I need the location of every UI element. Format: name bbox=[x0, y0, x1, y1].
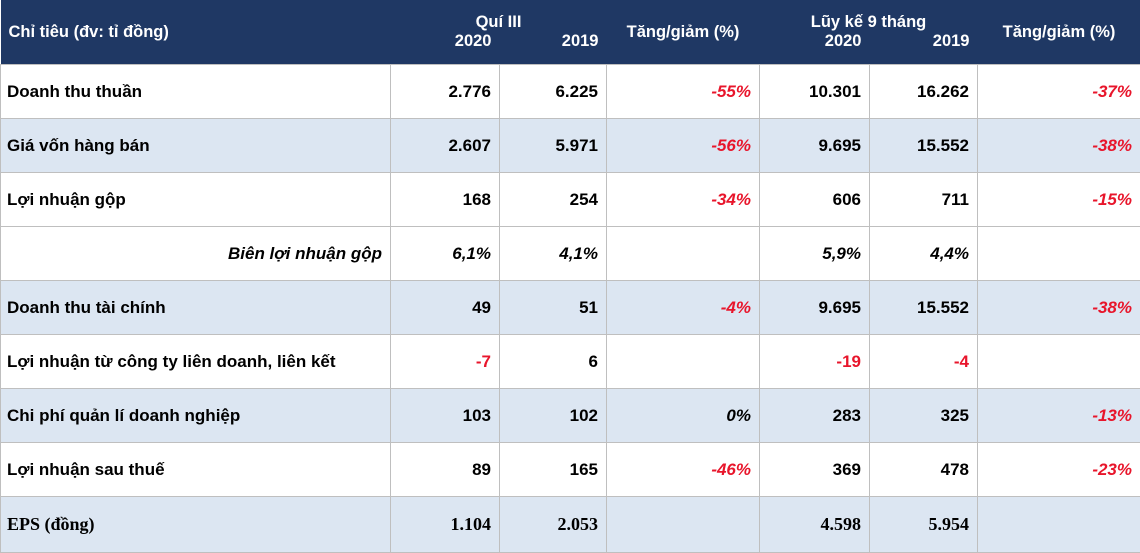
cell-ytd-2019: 478 bbox=[869, 442, 978, 497]
cell-ytd-change: -13% bbox=[977, 388, 1140, 443]
header-q3: Quí III bbox=[390, 0, 607, 31]
table-row: EPS (đồng) 1.104 2.053 4.598 5.954 bbox=[0, 496, 1140, 553]
cell-ytd-change: -15% bbox=[977, 172, 1140, 227]
table-row: Doanh thu thuần 2.776 6.225 -55% 10.301 … bbox=[0, 64, 1140, 119]
cell-q3-2019: 4,1% bbox=[499, 226, 607, 281]
cell-q3-change: -4% bbox=[606, 280, 760, 335]
header-indicator: Chỉ tiêu (đv: tỉ đồng) bbox=[0, 0, 391, 65]
cell-q3-2019: 165 bbox=[499, 442, 607, 497]
row-label: Doanh thu thuần bbox=[0, 64, 391, 119]
row-label: Lợi nhuận từ công ty liên doanh, liên kế… bbox=[0, 334, 391, 389]
cell-ytd-change: -23% bbox=[977, 442, 1140, 497]
cell-q3-change bbox=[606, 496, 760, 553]
cell-ytd-change bbox=[977, 334, 1140, 389]
cell-ytd-2020: 10.301 bbox=[759, 64, 870, 119]
cell-q3-2020: 49 bbox=[390, 280, 500, 335]
cell-ytd-2020: 9.695 bbox=[759, 280, 870, 335]
row-label: Lợi nhuận sau thuế bbox=[0, 442, 391, 497]
row-label: Doanh thu tài chính bbox=[0, 280, 391, 335]
cell-q3-2019: 51 bbox=[499, 280, 607, 335]
cell-ytd-2019: -4 bbox=[869, 334, 978, 389]
header-ytd-2019: 2019 bbox=[869, 31, 978, 65]
cell-q3-change bbox=[606, 334, 760, 389]
cell-ytd-change: -38% bbox=[977, 280, 1140, 335]
header-q3-change: Tăng/giảm (%) bbox=[606, 0, 760, 65]
cell-ytd-2019: 5.954 bbox=[869, 496, 978, 553]
cell-q3-2020: 89 bbox=[390, 442, 500, 497]
cell-ytd-2019: 16.262 bbox=[869, 64, 978, 119]
row-label: Chi phí quản lí doanh nghiệp bbox=[0, 388, 391, 443]
cell-ytd-2019: 4,4% bbox=[869, 226, 978, 281]
cell-q3-2020: -7 bbox=[390, 334, 500, 389]
cell-q3-2019: 6 bbox=[499, 334, 607, 389]
header-ytd-2020: 2020 bbox=[759, 31, 870, 65]
cell-q3-2020: 2.776 bbox=[390, 64, 500, 119]
cell-ytd-2020: 283 bbox=[759, 388, 870, 443]
row-label: Biên lợi nhuận gộp bbox=[0, 226, 391, 281]
row-label: EPS (đồng) bbox=[0, 496, 391, 553]
header-q3-2019: 2019 bbox=[499, 31, 607, 65]
cell-q3-change bbox=[606, 226, 760, 281]
header-ytd: Lũy kế 9 tháng bbox=[759, 0, 978, 31]
cell-ytd-2020: 4.598 bbox=[759, 496, 870, 553]
cell-q3-2019: 254 bbox=[499, 172, 607, 227]
cell-q3-change: -56% bbox=[606, 118, 760, 173]
table-row: Biên lợi nhuận gộp 6,1% 4,1% 5,9% 4,4% bbox=[0, 226, 1140, 281]
cell-q3-2019: 6.225 bbox=[499, 64, 607, 119]
cell-ytd-2019: 15.552 bbox=[869, 280, 978, 335]
cell-ytd-change bbox=[977, 226, 1140, 281]
cell-ytd-2020: -19 bbox=[759, 334, 870, 389]
table-row: Doanh thu tài chính 49 51 -4% 9.695 15.5… bbox=[0, 280, 1140, 335]
table-row: Chi phí quản lí doanh nghiệp 103 102 0% … bbox=[0, 388, 1140, 443]
cell-ytd-2020: 369 bbox=[759, 442, 870, 497]
cell-q3-2019: 5.971 bbox=[499, 118, 607, 173]
cell-ytd-change: -37% bbox=[977, 64, 1140, 119]
cell-ytd-2019: 711 bbox=[869, 172, 978, 227]
cell-ytd-change bbox=[977, 496, 1140, 553]
cell-ytd-2019: 325 bbox=[869, 388, 978, 443]
table-row: Lợi nhuận từ công ty liên doanh, liên kế… bbox=[0, 334, 1140, 389]
cell-q3-2019: 2.053 bbox=[499, 496, 607, 553]
table-row: Lợi nhuận gộp 168 254 -34% 606 711 -15% bbox=[0, 172, 1140, 227]
table-row: Giá vốn hàng bán 2.607 5.971 -56% 9.695 … bbox=[0, 118, 1140, 173]
cell-q3-2020: 168 bbox=[390, 172, 500, 227]
cell-ytd-2020: 9.695 bbox=[759, 118, 870, 173]
header-q3-2020: 2020 bbox=[390, 31, 500, 65]
cell-ytd-2020: 5,9% bbox=[759, 226, 870, 281]
cell-ytd-2020: 606 bbox=[759, 172, 870, 227]
cell-ytd-change: -38% bbox=[977, 118, 1140, 173]
cell-q3-2020: 2.607 bbox=[390, 118, 500, 173]
cell-q3-change: -55% bbox=[606, 64, 760, 119]
table-row: Lợi nhuận sau thuế 89 165 -46% 369 478 -… bbox=[0, 442, 1140, 497]
cell-q3-change: 0% bbox=[606, 388, 760, 443]
cell-q3-2020: 1.104 bbox=[390, 496, 500, 553]
cell-q3-change: -46% bbox=[606, 442, 760, 497]
cell-q3-2019: 102 bbox=[499, 388, 607, 443]
cell-q3-change: -34% bbox=[606, 172, 760, 227]
row-label: Lợi nhuận gộp bbox=[0, 172, 391, 227]
cell-ytd-2019: 15.552 bbox=[869, 118, 978, 173]
table-header: Chỉ tiêu (đv: tỉ đồng) Quí III Tăng/giảm… bbox=[0, 0, 1140, 65]
cell-q3-2020: 6,1% bbox=[390, 226, 500, 281]
row-label: Giá vốn hàng bán bbox=[0, 118, 391, 173]
table-body: Doanh thu thuần 2.776 6.225 -55% 10.301 … bbox=[0, 64, 1140, 553]
cell-q3-2020: 103 bbox=[390, 388, 500, 443]
header-ytd-change: Tăng/giảm (%) bbox=[977, 0, 1140, 65]
